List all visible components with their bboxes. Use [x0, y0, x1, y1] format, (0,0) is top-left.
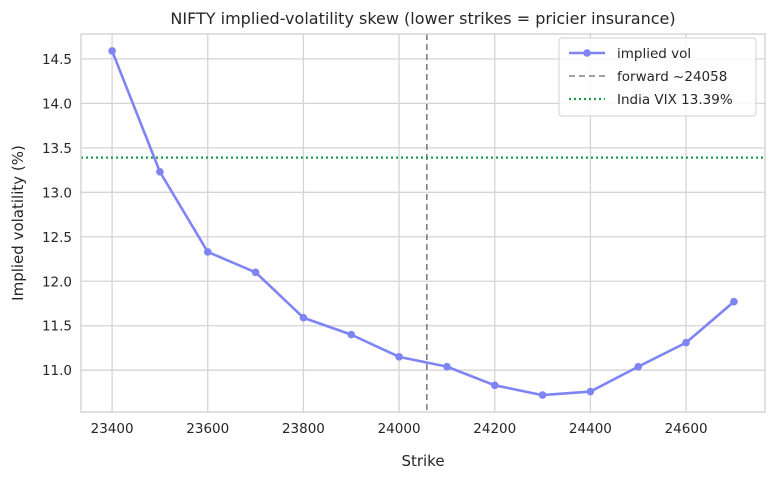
implied-vol-line [110, 50, 735, 397]
implied-vol-point [108, 47, 116, 55]
implied-vol-point [634, 362, 643, 371]
implied-vol-point [203, 248, 212, 256]
x-tick-label: 23400 [91, 421, 134, 437]
legend-label: forward ~24058 [617, 69, 727, 85]
implied-vol-point [347, 330, 356, 339]
plot-frame [80, 33, 766, 413]
implied-vol-point [682, 338, 690, 347]
tick-labels: 23400 23600 23800 24000 24200 24400 24600 11.0 1… [42, 52, 708, 437]
series [108, 47, 738, 399]
x-tick-label: 24600 [665, 421, 708, 437]
legend-label: India VIX 13.39% [617, 92, 733, 108]
legend-marker-implied-vol [583, 49, 591, 57]
x-tick-label: 24400 [569, 421, 612, 437]
y-tick-label: 13.5 [42, 141, 72, 157]
implied-vol-point [395, 353, 403, 361]
chart-title: NIFTY implied-volatility skew (lower str… [170, 9, 675, 28]
implied-vol-point [730, 297, 738, 306]
y-tick-label: 14.5 [42, 52, 72, 68]
implied-vol-point [156, 168, 164, 176]
x-tick-label: 24200 [473, 421, 516, 437]
y-tick-label: 13.0 [42, 185, 72, 201]
implied-vol-point [538, 391, 547, 399]
legend: implied vol forward ~24058 India VIX 13.39… [558, 37, 757, 117]
implied-vol-point [299, 313, 308, 322]
y-tick-label: 14.0 [42, 96, 72, 112]
reference-lines [81, 34, 765, 412]
y-tick-label: 12.0 [42, 274, 72, 290]
x-tick-label: 23800 [282, 421, 325, 437]
grid [81, 34, 765, 412]
implied-vol-point [251, 268, 260, 277]
legend-label: implied vol [617, 46, 691, 62]
y-tick-label: 12.5 [42, 230, 72, 246]
x-tick-label: 23600 [186, 421, 229, 437]
x-axis-label: Strike [401, 452, 444, 470]
legend-box [558, 37, 757, 117]
implied-vol-point [443, 362, 451, 371]
implied-vol-point [490, 381, 499, 390]
y-tick-label: 11.5 [42, 319, 72, 335]
x-tick-label: 24000 [378, 421, 421, 437]
y-axis-label: Implied volatility (%) [9, 145, 27, 301]
implied-vol-point [586, 387, 595, 396]
y-tick-label: 11.0 [42, 363, 72, 379]
